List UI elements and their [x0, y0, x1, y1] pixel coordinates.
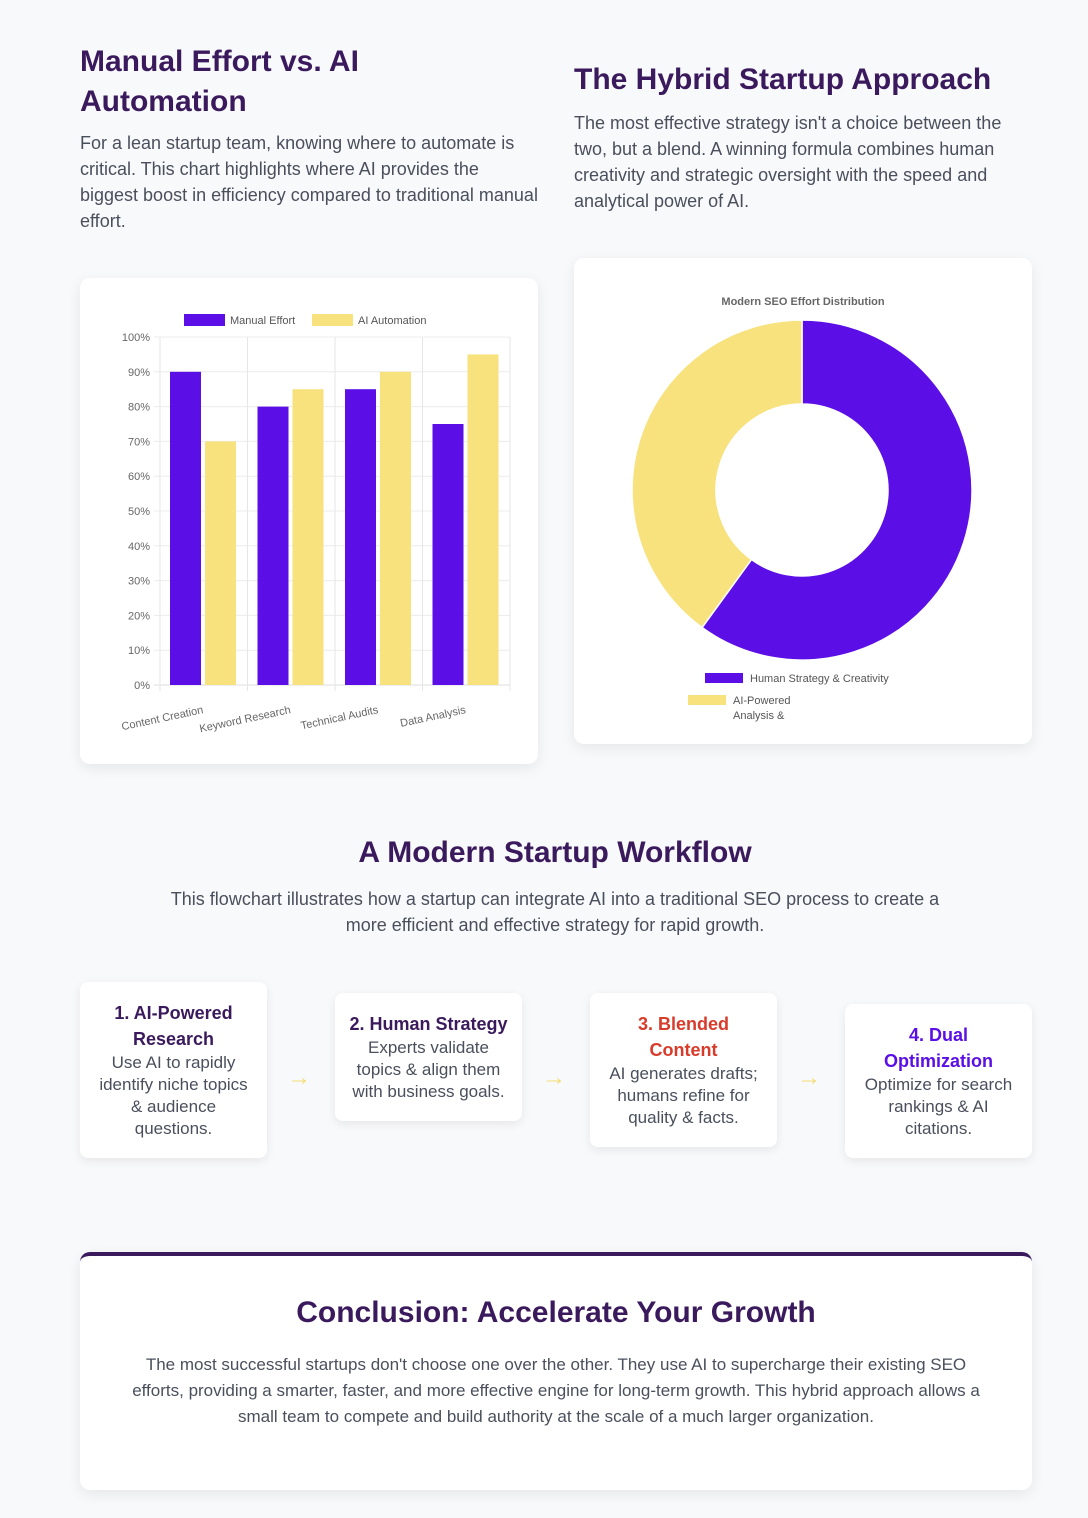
legend-label: AI-Powered: [733, 695, 790, 707]
x-tick-label: Content Creation: [121, 704, 205, 733]
step-title: 3. Blended Content: [637, 1014, 730, 1060]
y-tick-label: 50%: [128, 506, 150, 518]
x-tick-label: Keyword Research: [198, 704, 291, 735]
y-tick-label: 40%: [128, 541, 150, 553]
legend-swatch: [705, 673, 743, 683]
y-tick-label: 70%: [128, 436, 150, 448]
arrow-right-icon: →: [542, 1064, 566, 1091]
y-tick-label: 80%: [128, 402, 150, 414]
conclusion-title: Conclusion: Accelerate Your Growth: [296, 1296, 816, 1329]
legend-label: AI Automation: [358, 315, 427, 327]
step-title: 4. Dual Optimization: [884, 1025, 993, 1071]
conclusion-card: Conclusion: Accelerate Your Growth The m…: [80, 1252, 1032, 1490]
x-tick-label: Technical Audits: [300, 704, 380, 732]
legend-label: Manual Effort: [230, 315, 295, 327]
donut-slice: [631, 319, 803, 629]
step-text: Optimize for search rankings & AI citati…: [864, 1075, 1013, 1138]
bar-manual: [170, 371, 201, 685]
bar-ai: [467, 354, 499, 685]
step-text: AI generates drafts; humans refine for q…: [609, 1064, 758, 1127]
bar-manual: [257, 406, 289, 685]
workflow-title: A Modern Startup Workflow: [358, 836, 752, 869]
workflow-step-4: 4. Dual Optimization Optimize for search …: [845, 1004, 1032, 1158]
bar-ai: [292, 389, 324, 685]
y-tick-label: 90%: [128, 367, 150, 379]
y-tick-label: 10%: [128, 645, 150, 657]
workflow-step-2: 2. Human Strategy Experts validate topics…: [335, 993, 522, 1121]
step-text: Experts validate topics & align them wit…: [352, 1038, 505, 1101]
donut-section-text: The most effective strategy isn't a choi…: [574, 113, 1002, 211]
arrow-right-icon: →: [797, 1064, 821, 1091]
y-tick-label: 100%: [122, 332, 150, 344]
conclusion-text: The most successful startups don't choos…: [132, 1355, 980, 1426]
bar-manual: [432, 424, 464, 685]
donut-slice: [701, 319, 973, 661]
workflow-text: This flowchart illustrates how a startup…: [170, 889, 940, 935]
step-title: 2. Human Strategy: [349, 1014, 508, 1034]
donut-chart: Modern SEO Effort Distribution Human Stra…: [631, 296, 973, 722]
bar-section-text: For a lean startup team, knowing where t…: [80, 133, 538, 231]
bar-ai: [205, 441, 236, 685]
step-title: 1. AI-Powered Research: [114, 1003, 233, 1049]
bar-section-title: Manual Effort vs. AI Automation: [80, 45, 359, 118]
y-tick-label: 20%: [128, 610, 150, 622]
y-tick-label: 30%: [128, 576, 150, 588]
legend-swatch: [184, 314, 225, 326]
arrow-right-icon: →: [287, 1064, 311, 1091]
donut-section-title: The Hybrid Startup Approach: [574, 63, 992, 96]
bar-chart-card: 0% 10% 20% 30% 40% 50% 60% 70% 80% 90% 100% Content…: [80, 278, 538, 764]
bar-chart: 0% 10% 20% 30% 40% 50% 60% 70% 80% 90% 100% Content…: [121, 314, 511, 735]
bar-ai: [380, 371, 411, 685]
legend-label: Analysis &: [733, 710, 785, 722]
y-tick-label: 0%: [134, 680, 150, 692]
legend-swatch: [688, 695, 726, 705]
y-tick-label: 60%: [128, 471, 150, 483]
donut-chart-card: Modern SEO Effort Distribution Human Stra…: [574, 258, 1032, 744]
workflow-step-1: 1. AI-Powered Research Use AI to rapidly …: [80, 982, 267, 1158]
step-text: Use AI to rapidly identify niche topics …: [99, 1053, 248, 1138]
x-tick-label: Data Analysis: [399, 704, 467, 730]
legend-label: Human Strategy & Creativity: [750, 673, 889, 685]
legend-swatch: [312, 314, 353, 326]
bar-manual: [345, 389, 376, 685]
chart-title: Modern SEO Effort Distribution: [721, 296, 884, 308]
workflow-step-3: 3. Blended Content AI generates drafts; h…: [590, 993, 777, 1147]
